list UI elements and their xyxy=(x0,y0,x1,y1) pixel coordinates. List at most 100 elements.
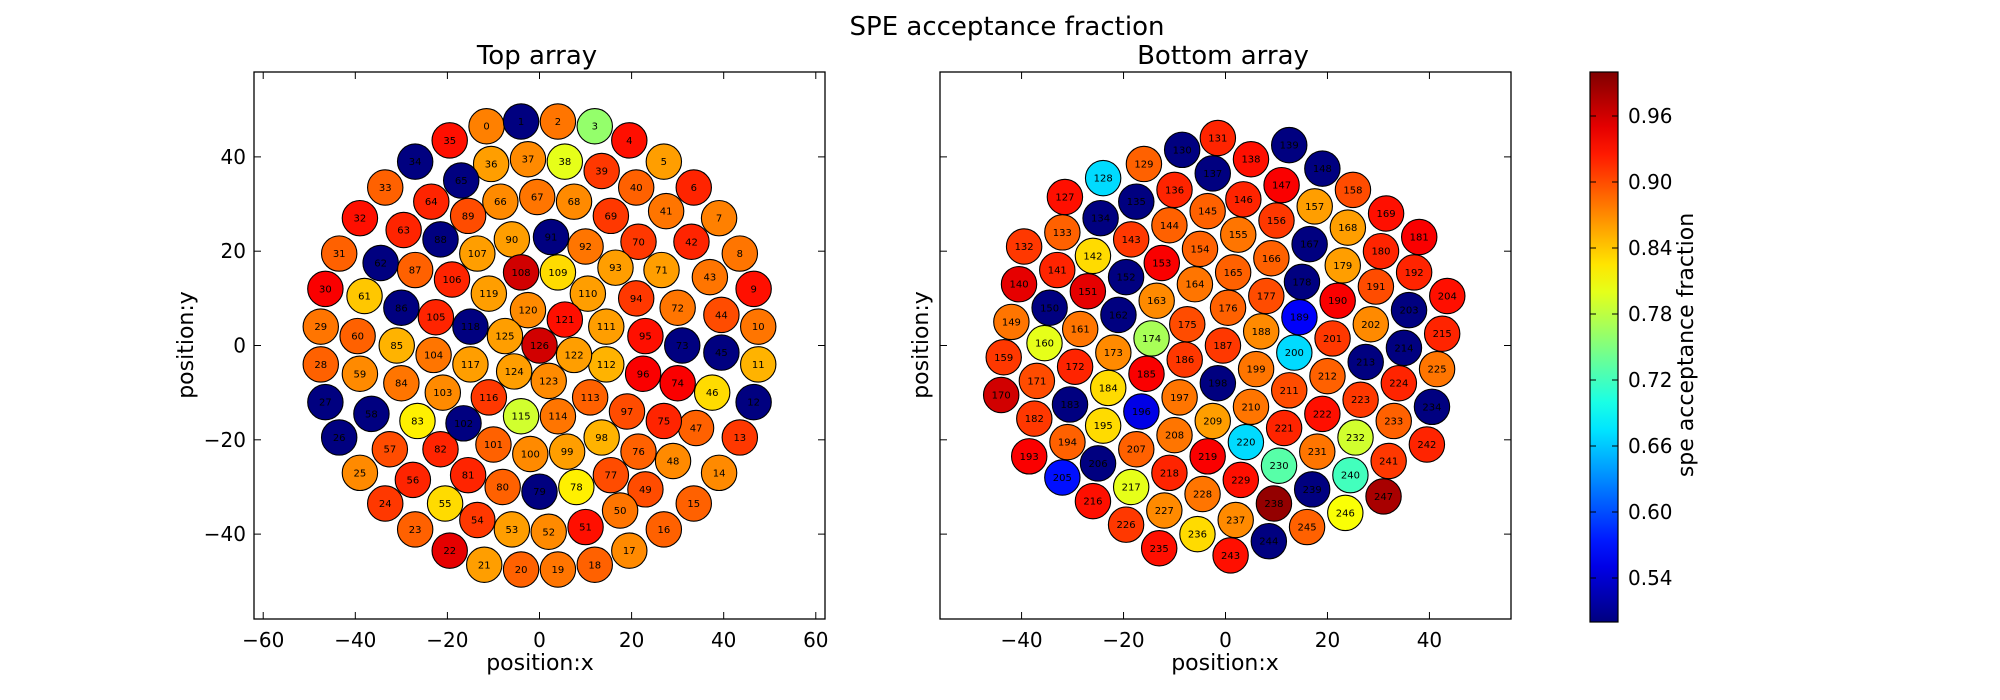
pmt-label: 231 xyxy=(1308,447,1327,458)
pmt-label: 32 xyxy=(354,214,367,225)
pmt-marker xyxy=(521,327,558,364)
pmt-marker xyxy=(611,122,648,159)
x-tick-label: 40 xyxy=(711,628,736,652)
pmt-label: 136 xyxy=(1165,185,1184,196)
pmt-label: 135 xyxy=(1127,197,1146,208)
pmt-label: 224 xyxy=(1389,379,1408,390)
pmt-marker xyxy=(1390,291,1428,329)
pmt-label: 138 xyxy=(1241,155,1260,166)
pmt-label: 3 xyxy=(592,122,598,133)
pmt-marker xyxy=(1314,320,1351,357)
bottom-array-panel: Bottom array 127 128 129 130 131 132 133 134 135… xyxy=(909,41,1512,676)
pmt-label: 122 xyxy=(564,350,583,361)
pmt-label: 28 xyxy=(314,360,327,371)
pmt-marker xyxy=(576,107,613,145)
x-axis-label-bottom: position:x xyxy=(1171,651,1279,676)
pmt-label: 125 xyxy=(495,332,514,343)
pmt-marker xyxy=(1347,343,1384,381)
pmt-marker xyxy=(502,397,540,435)
pmt-marker xyxy=(459,235,496,272)
pmt-marker xyxy=(1049,423,1086,461)
pmt-marker xyxy=(1095,334,1132,371)
pmt-label: 91 xyxy=(545,233,558,244)
pmt-marker xyxy=(1189,438,1226,475)
x-tick-label: 0 xyxy=(533,628,546,652)
pmt-marker xyxy=(1380,364,1418,402)
pmt-marker xyxy=(1044,459,1081,496)
pmt-label: 212 xyxy=(1318,372,1337,383)
pmt-marker xyxy=(985,339,1022,376)
pmt-marker xyxy=(539,551,577,588)
pmt-marker xyxy=(383,364,420,402)
pmt-marker xyxy=(624,355,662,393)
colorbar-tick-label: 0.60 xyxy=(1628,500,1673,524)
pmt-marker xyxy=(627,471,664,508)
pmt-label: 183 xyxy=(1060,400,1079,411)
pmt-label: 210 xyxy=(1241,402,1260,413)
pmt-label: 73 xyxy=(676,341,689,352)
pmt-label: 197 xyxy=(1170,393,1189,404)
pmt-marker xyxy=(546,143,584,180)
pmt-label: 7 xyxy=(716,214,722,225)
pmt-label: 152 xyxy=(1117,273,1136,284)
pmt-marker xyxy=(495,353,533,390)
pmt-marker xyxy=(601,492,639,529)
pmt-marker xyxy=(1352,306,1390,343)
pmt-marker xyxy=(1367,195,1405,232)
pmt-label: 22 xyxy=(443,546,456,557)
pmt-marker xyxy=(502,551,540,588)
pmt-label: 111 xyxy=(597,322,616,333)
pmt-marker xyxy=(1163,131,1201,169)
pmt-label: 144 xyxy=(1160,221,1179,232)
pmt-label: 85 xyxy=(390,341,403,352)
pmt-label: 99 xyxy=(561,447,574,458)
pmt-label: 180 xyxy=(1371,247,1390,258)
pmt-marker xyxy=(1276,334,1313,371)
pmt-label: 153 xyxy=(1152,258,1171,269)
pmt-marker xyxy=(555,336,593,374)
pmt-label: 159 xyxy=(994,353,1013,364)
pmt-label: 215 xyxy=(1433,329,1452,340)
pmt-marker xyxy=(433,261,471,298)
pmt-label: 102 xyxy=(454,419,473,430)
pmt-marker xyxy=(1118,431,1155,468)
pmt-marker xyxy=(1270,126,1308,164)
pmt-label: 121 xyxy=(555,315,574,326)
pmt-label: 193 xyxy=(1020,452,1039,463)
x-tick-label: −40 xyxy=(334,628,376,652)
pmt-label: 150 xyxy=(1040,303,1059,314)
pmt-marker xyxy=(1304,395,1341,433)
pmt-label: 239 xyxy=(1303,485,1322,496)
pmt-marker xyxy=(1151,454,1188,492)
pmt-label: 181 xyxy=(1410,233,1429,244)
pmt-label: 146 xyxy=(1234,195,1253,206)
pmt-label: 186 xyxy=(1175,355,1194,366)
x-tick-label: 60 xyxy=(803,628,828,652)
pmt-label: 56 xyxy=(406,475,419,486)
colorbar-tick-label: 0.84 xyxy=(1628,236,1673,260)
pmt-label: 199 xyxy=(1247,365,1266,376)
pmt-label: 65 xyxy=(455,176,468,187)
pmt-label: 0 xyxy=(483,122,489,133)
pmt-label: 19 xyxy=(552,565,565,576)
pmt-marker xyxy=(1069,273,1107,310)
pmt-label: 133 xyxy=(1053,228,1072,239)
pmt-marker xyxy=(1255,485,1293,522)
pmt-label: 6 xyxy=(691,183,697,194)
pmt-marker xyxy=(422,431,459,468)
pmt-label: 185 xyxy=(1137,369,1156,380)
pmt-marker xyxy=(1232,388,1270,426)
x-tick-label: 20 xyxy=(619,628,644,652)
pmt-label: 61 xyxy=(358,291,371,302)
pmt-label: 240 xyxy=(1341,471,1360,482)
pmt-marker xyxy=(1146,492,1183,529)
pmt-marker xyxy=(1337,419,1374,456)
pmt-label: 33 xyxy=(379,183,392,194)
panel-title-bottom: Bottom array xyxy=(1137,41,1309,71)
pmt-marker xyxy=(1220,216,1257,253)
pmt-marker xyxy=(1199,119,1237,157)
pmt-marker xyxy=(1056,348,1094,385)
pmt-label: 8 xyxy=(737,249,743,260)
pmt-label: 158 xyxy=(1343,185,1362,196)
pmt-marker xyxy=(1138,282,1175,319)
